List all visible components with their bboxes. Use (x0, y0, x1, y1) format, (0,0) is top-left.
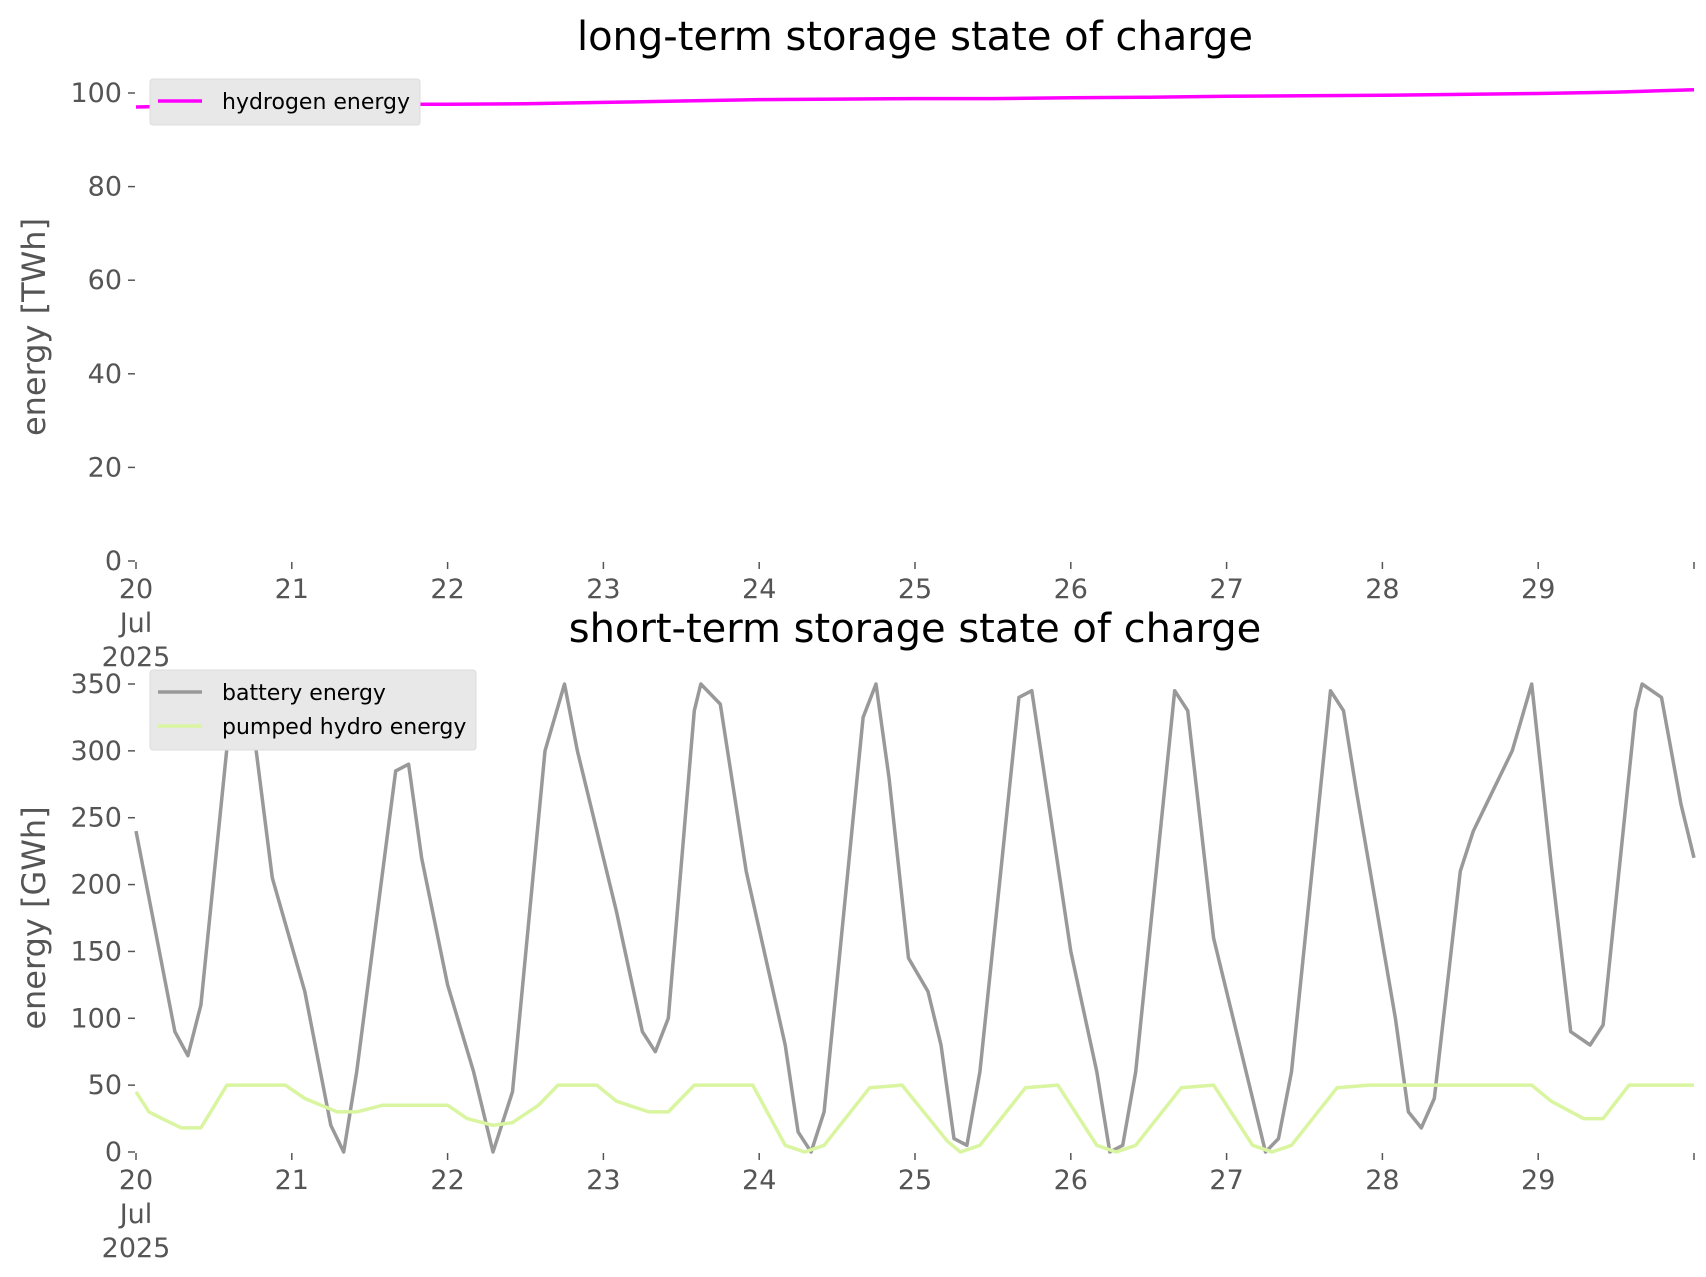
x-tick-label: 24 (742, 1165, 776, 1196)
legend-label: battery energy (222, 681, 386, 706)
y-tick-label: 100 (70, 78, 122, 109)
x-axis-ticks: 20 Jul 2025 21 22 23 24 25 26 27 28 29 (102, 562, 1695, 673)
y-tick-label: 60 (88, 265, 122, 296)
x-tick-label: 29 (1521, 574, 1555, 605)
y-axis-ticks: 0 50 100 150 200 250 300 350 (70, 669, 135, 1168)
legend-label: pumped hydro energy (222, 715, 466, 740)
y-tick-label: 200 (70, 870, 122, 901)
x-tick-label: 23 (586, 1165, 620, 1196)
y-tick-label: 100 (70, 1003, 122, 1034)
y-axis-ticks: 0 20 40 60 80 100 (70, 78, 135, 577)
y-tick-label: 350 (70, 669, 122, 700)
y-axis-label: energy [GWh] (15, 806, 53, 1029)
x-tick-label: 29 (1521, 1165, 1555, 1196)
legend-box (149, 669, 477, 751)
x-tick-label: 21 (275, 574, 309, 605)
chart-title: short-term storage state of charge (569, 606, 1262, 652)
y-tick-label: 150 (70, 936, 122, 967)
y-tick-label: 40 (88, 359, 122, 390)
y-tick-label: 80 (88, 172, 122, 203)
x-tick-label: 28 (1365, 574, 1399, 605)
y-tick-label: 0 (105, 1137, 122, 1168)
y-tick-label: 50 (88, 1070, 122, 1101)
x-tick-label: 26 (1054, 1165, 1088, 1196)
legend-label: hydrogen energy (222, 90, 410, 115)
chart-panel-2: short-term storage state of charge energy… (15, 606, 1696, 1264)
legend-box (149, 78, 421, 126)
x-tick-label: 25 (898, 574, 932, 605)
series-line-pumped-hydro-energy (134, 1083, 1694, 1154)
y-tick-label: 250 (70, 803, 122, 834)
chart-panels: long-term storage state of charge energy … (15, 14, 1696, 1264)
y-tick-label: 20 (88, 452, 122, 483)
x-tick-label: 20 Jul 2025 (102, 574, 171, 673)
legend: hydrogen energy (149, 78, 421, 126)
x-tick-label: 22 (430, 574, 464, 605)
y-axis-label: energy [TWh] (15, 218, 53, 436)
y-tick-label: 0 (105, 546, 122, 577)
x-tick-label: 28 (1365, 1165, 1399, 1196)
chart-title: long-term storage state of charge (577, 14, 1253, 60)
x-tick-label: 21 (275, 1165, 309, 1196)
legend: battery energy pumped hydro energy (149, 669, 477, 751)
x-tick-label: 24 (742, 574, 776, 605)
series-lines (134, 682, 1696, 1154)
x-tick-label: 20 Jul 2025 (102, 1165, 171, 1264)
chart-panel-1: long-term storage state of charge energy … (15, 14, 1695, 673)
x-axis-ticks: 20 Jul 2025 21 22 23 24 25 26 27 28 29 (102, 1153, 1695, 1264)
series-line-battery-energy (134, 682, 1696, 1154)
x-tick-label: 26 (1054, 574, 1088, 605)
x-tick-label: 22 (430, 1165, 464, 1196)
x-tick-label: 25 (898, 1165, 932, 1196)
x-tick-label: 27 (1209, 574, 1243, 605)
x-tick-label: 23 (586, 574, 620, 605)
y-tick-label: 300 (70, 736, 122, 767)
x-tick-label: 27 (1209, 1165, 1243, 1196)
